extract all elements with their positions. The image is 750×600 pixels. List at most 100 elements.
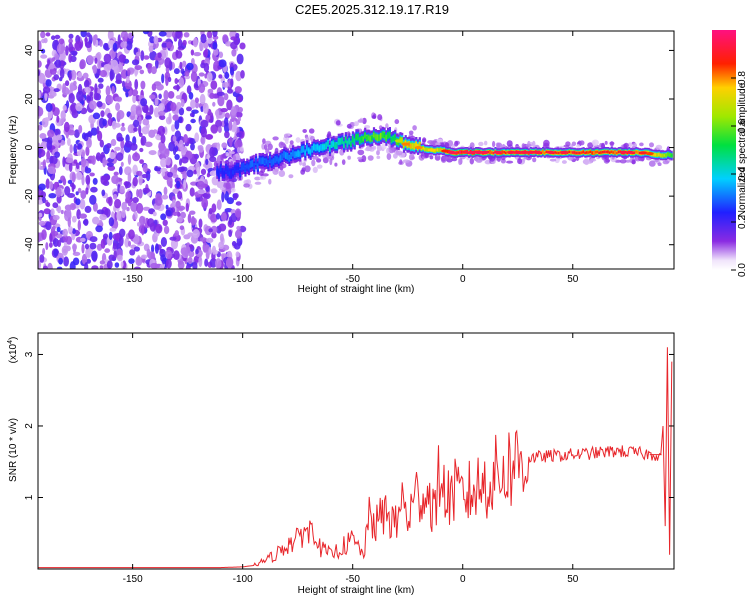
ridge-peak (507, 150, 516, 154)
noise-speckle (41, 229, 47, 241)
noise-speckle (72, 243, 77, 251)
ridge-cell (358, 138, 362, 143)
noise-speckle (60, 110, 66, 120)
noise-speckle (135, 256, 143, 266)
ridge-peak (527, 150, 535, 154)
ridge-halo (357, 119, 364, 123)
ridge-halo (258, 170, 264, 176)
noise-speckle (89, 91, 94, 97)
ridge-cell (545, 150, 548, 154)
noise-speckle (197, 189, 206, 195)
noise-speckle (38, 160, 41, 170)
ridge-cell (635, 150, 638, 154)
noise-speckle (46, 150, 51, 160)
noise-speckle (235, 70, 242, 82)
ridge-halo (243, 183, 251, 188)
noise-speckle (167, 76, 172, 83)
noise-speckle (173, 68, 180, 75)
noise-speckle (84, 205, 92, 213)
x-tick-label: -150 (123, 274, 143, 285)
noise-speckle (235, 229, 242, 239)
noise-speckle (177, 116, 183, 123)
noise-speckle (81, 174, 85, 186)
ridge-cell (542, 150, 545, 154)
noise-speckle (162, 257, 166, 265)
noise-speckle (38, 69, 41, 77)
noise-speckle (86, 138, 92, 148)
noise-speckle (124, 181, 132, 189)
noise-speckle (210, 225, 218, 234)
ridge-halo (272, 168, 279, 175)
noise-speckle (136, 202, 144, 214)
noise-speckle (141, 225, 145, 236)
ridge-cell (462, 150, 465, 154)
noise-speckle (180, 99, 185, 107)
ridge-cell (267, 161, 270, 166)
ridge-cell (387, 133, 390, 138)
noise-speckle (96, 101, 103, 108)
snr-scale-label: (x104) (7, 337, 19, 364)
noise-speckle (68, 42, 74, 53)
y-tick-label: -20 (24, 188, 35, 203)
noise-speckle (211, 203, 217, 213)
noise-speckle (53, 181, 58, 190)
noise-speckle (106, 260, 113, 269)
noise-speckle (203, 49, 208, 58)
noise-speckle (54, 53, 59, 61)
noise-speckle (152, 211, 157, 217)
noise-speckle (195, 248, 199, 255)
ridge-cell (364, 133, 367, 138)
noise-speckle (183, 134, 189, 144)
noise-speckle (79, 213, 87, 219)
ridge-cell (256, 164, 259, 169)
ridge-halo (506, 140, 513, 147)
noise-speckle (77, 219, 82, 231)
noise-speckle (133, 127, 138, 132)
noise-speckle (179, 61, 183, 70)
noise-speckle (202, 102, 209, 114)
noise-speckle (234, 39, 240, 44)
ridge-halo (316, 164, 323, 169)
ridge-cell (663, 154, 666, 157)
noise-speckle (224, 117, 229, 127)
ridge-cell (348, 139, 351, 144)
noise-speckle (89, 236, 98, 243)
ridge-cell (390, 137, 393, 142)
noise-speckle (116, 132, 123, 142)
noise-speckle (53, 88, 60, 93)
ridge-cell (251, 161, 254, 166)
noise-speckle (118, 235, 124, 247)
ridge-cell (279, 156, 282, 161)
ridge-cell (311, 147, 314, 152)
noise-speckle (64, 204, 72, 211)
noise-speckle (41, 48, 46, 54)
ridge-halo (265, 148, 270, 155)
noise-speckle (124, 79, 132, 90)
ridge-cell (652, 153, 656, 156)
ridge-cell (237, 165, 240, 170)
ridge-cell (424, 148, 427, 151)
ridge-cell (490, 151, 494, 154)
ridge-cell (246, 164, 249, 169)
ridge-halo (605, 159, 611, 163)
noise-speckle (132, 214, 136, 221)
ridge-cell (603, 150, 606, 154)
ridge-halo (532, 157, 537, 163)
ridge-halo (454, 140, 459, 147)
noise-speckle (155, 58, 159, 69)
ridge-halo (372, 145, 377, 150)
ridge-cell (554, 151, 557, 154)
noise-speckle (224, 131, 230, 139)
noise-speckle (188, 92, 194, 100)
noise-speckle (151, 83, 157, 91)
noise-speckle (220, 253, 228, 258)
noise-speckle (200, 135, 206, 145)
ridge-cell (501, 151, 504, 154)
ridge-cell (316, 145, 319, 150)
noise-speckle (185, 123, 192, 132)
noise-speckle (209, 156, 217, 163)
noise-speckle (115, 102, 121, 112)
noise-speckle (107, 112, 113, 119)
noise-speckle (85, 166, 89, 172)
noise-speckle (119, 185, 125, 194)
